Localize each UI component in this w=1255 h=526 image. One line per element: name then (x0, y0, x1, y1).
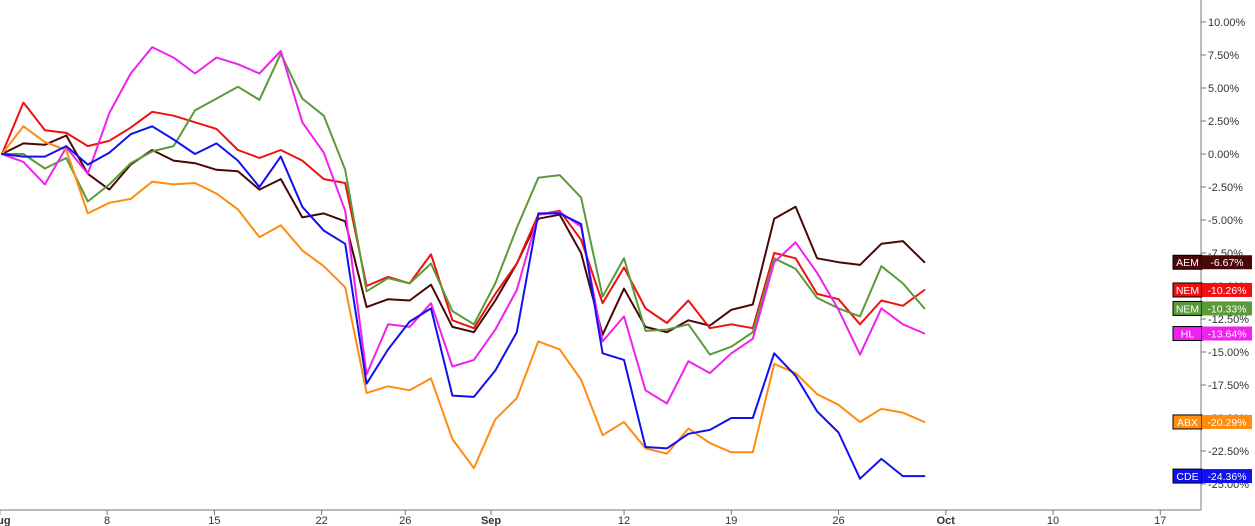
y-tick-label: -17.50% (1208, 380, 1249, 392)
x-tick-label: 19 (725, 515, 737, 526)
badge-series-value: -10.33% (1207, 303, 1246, 315)
series-line-nem-1 (1, 101, 926, 330)
series-line-hl-3 (1, 46, 926, 405)
badge-value-box (1202, 301, 1252, 316)
x-tick-label: 17 (1154, 515, 1166, 526)
x-tick-label: 15 (208, 515, 220, 526)
badge-value-box (1202, 414, 1252, 429)
x-tick-label: 8 (104, 515, 110, 526)
badge-value-box (1202, 255, 1252, 270)
badge-cde-5: CDE -24.36% (1172, 468, 1252, 484)
badge-abx-4: ABX -20.29% (1172, 414, 1252, 430)
y-tick-label: 10.00% (1208, 17, 1246, 29)
x-tick-label: Aug (0, 515, 11, 526)
badge-nem-1: NEM -10.26% (1172, 282, 1252, 298)
badge-value-box (1202, 469, 1252, 484)
x-tick-label: 26 (832, 515, 844, 526)
badge-value-box (1202, 326, 1252, 341)
y-tick-label: 5.00% (1208, 83, 1239, 95)
series-line-nem-2 (1, 52, 926, 356)
badge-series-value: -10.26% (1207, 285, 1246, 297)
series-value-badges: AEM -6.67% NEM -10.26% NEM -10.33% HL -13.64% AB… (1172, 254, 1252, 484)
badge-series-value: -24.36% (1207, 471, 1246, 483)
badge-series-name: AEM (1176, 257, 1199, 269)
x-tick-label: 12 (618, 515, 630, 526)
x-tick-label: 26 (399, 515, 411, 526)
series-lines (1, 46, 926, 480)
y-tick-label: 7.50% (1208, 50, 1239, 62)
badge-series-name: CDE (1176, 471, 1198, 483)
series-line-cde-5 (1, 125, 926, 480)
x-tick-label: Oct (937, 515, 956, 526)
x-tick-label: 22 (315, 515, 327, 526)
y-tick-label: -2.50% (1208, 182, 1243, 194)
badge-series-value: -20.29% (1207, 417, 1246, 429)
series-line-aem-0 (1, 134, 926, 336)
y-tick-label: 2.50% (1208, 116, 1239, 128)
badge-series-name: NEM (1176, 303, 1199, 315)
y-tick-label: -12.50% (1208, 314, 1249, 326)
x-tick-label: Sep (481, 515, 501, 526)
badge-series-value: -6.67% (1210, 257, 1243, 269)
y-tick-label: -5.00% (1208, 215, 1243, 227)
badge-nem-2: NEM -10.33% (1172, 300, 1252, 316)
badge-series-value: -13.64% (1207, 329, 1246, 341)
badge-series-name: ABX (1177, 417, 1198, 429)
badge-series-name: HL (1181, 329, 1195, 341)
x-axis-ticks: Aug 8 15 22 26 Sep 12 19 26 Oct 10 17 (0, 510, 1166, 526)
y-tick-label: -15.00% (1208, 347, 1249, 359)
badge-hl-3: HL -13.64% (1172, 326, 1252, 342)
y-tick-label: 0.00% (1208, 149, 1239, 161)
series-line-abx-4 (1, 125, 926, 470)
badge-aem-0: AEM -6.67% (1172, 254, 1252, 270)
x-tick-label: 10 (1047, 515, 1059, 526)
badge-value-box (1202, 282, 1252, 297)
y-tick-label: -22.50% (1208, 446, 1249, 458)
badge-series-name: NEM (1176, 285, 1199, 297)
